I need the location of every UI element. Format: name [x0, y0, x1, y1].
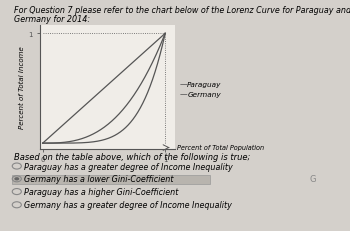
Text: Germany: Germany	[187, 92, 221, 98]
Text: Paraguay has a greater degree of Income Inequality: Paraguay has a greater degree of Income …	[24, 162, 232, 171]
Text: G: G	[310, 175, 316, 183]
Text: Based on the table above, which of the following is true;: Based on the table above, which of the f…	[14, 152, 250, 161]
Text: —: —	[179, 80, 187, 89]
Y-axis label: Percent of Total Income: Percent of Total Income	[19, 46, 25, 128]
Text: —: —	[179, 90, 187, 99]
Text: Germany for 2014:: Germany for 2014:	[14, 15, 90, 24]
Text: Paraguay: Paraguay	[187, 81, 222, 87]
Text: Germany has a greater degree of Income Inequality: Germany has a greater degree of Income I…	[24, 201, 232, 209]
Text: Paraguay has a higher Gini-Coefficient: Paraguay has a higher Gini-Coefficient	[24, 187, 178, 196]
Text: For Question 7 please refer to the chart below of the Lorenz Curve for Paraguay : For Question 7 please refer to the chart…	[14, 6, 350, 15]
Text: Percent of Total Population: Percent of Total Population	[177, 144, 265, 150]
Text: Germany has a lower Gini-Coefficient: Germany has a lower Gini-Coefficient	[24, 175, 173, 183]
